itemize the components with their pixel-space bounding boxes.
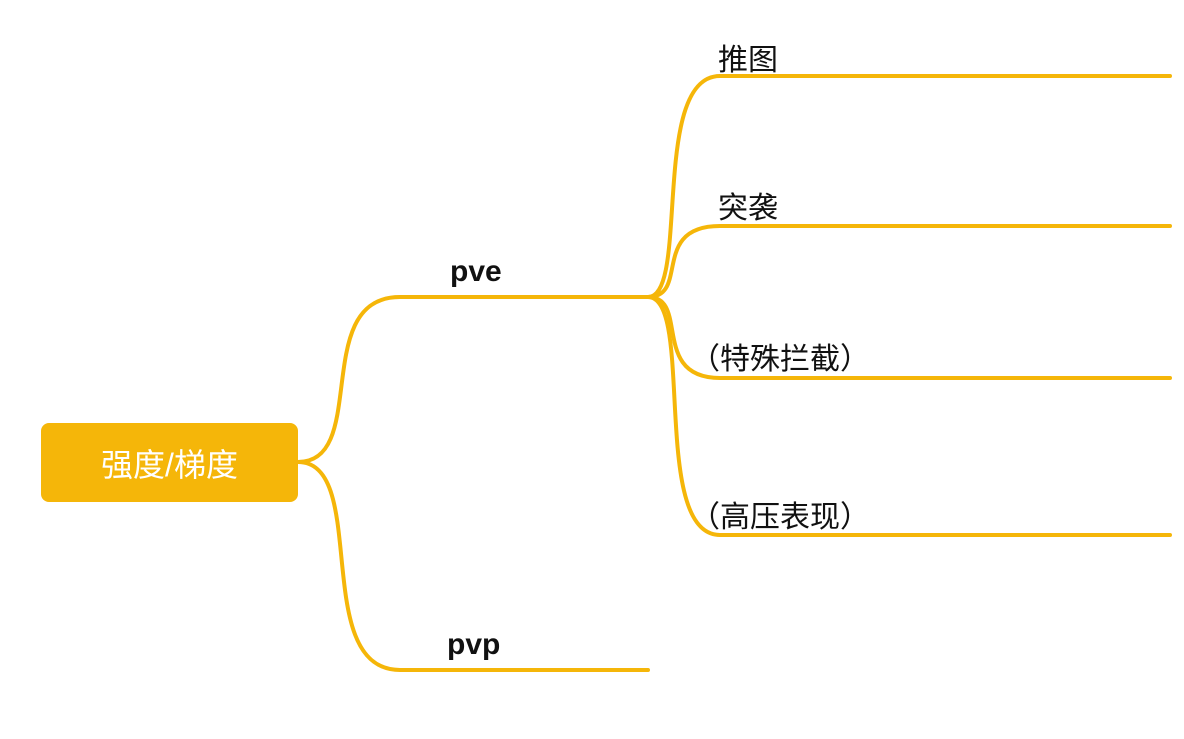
- edge-pve-leaf2: [648, 226, 1170, 297]
- root-label: 强度/梯度: [101, 440, 238, 486]
- leaf-push-map-label: 推图: [718, 44, 778, 77]
- leaf-special-intercept-label: （特殊拦截）: [690, 343, 870, 376]
- mindmap-canvas: 强度/梯度 pve pvp 推图 突袭 （特殊拦截） （高压表现）: [0, 0, 1184, 739]
- leaf-high-pressure-label: （高压表现）: [690, 501, 870, 534]
- edge-root-pve: [298, 297, 648, 462]
- mindmap-edges: [0, 0, 1184, 739]
- leaf-raid-label: 突袭: [718, 192, 778, 225]
- leaf-special-intercept[interactable]: （特殊拦截）: [690, 334, 870, 378]
- leaf-raid[interactable]: 突袭: [718, 183, 778, 227]
- leaf-high-pressure[interactable]: （高压表现）: [690, 492, 870, 536]
- branch-pve[interactable]: pve: [450, 255, 502, 289]
- branch-pve-label: pve: [450, 255, 502, 288]
- root-node[interactable]: 强度/梯度: [41, 423, 298, 502]
- branch-pvp-label: pvp: [447, 628, 500, 661]
- branch-pvp[interactable]: pvp: [447, 628, 500, 662]
- leaf-push-map[interactable]: 推图: [718, 35, 778, 79]
